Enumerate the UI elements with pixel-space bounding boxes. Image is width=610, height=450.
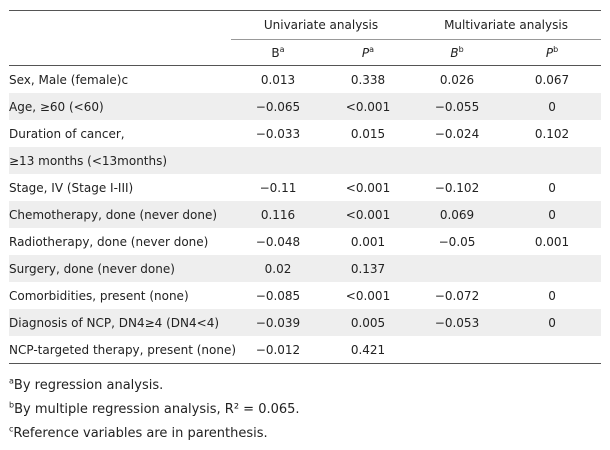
uni-p-cell: <0.001 [325, 93, 412, 120]
table-row: Duration of cancer, −0.033 0.015 −0.024 0.10… [9, 120, 601, 147]
univariate-header: Univariate analysis [231, 10, 412, 40]
table-row: Surgery, done (never done) 0.02 0.137 [9, 255, 602, 282]
uni-b-cell: −0.033 [255, 126, 301, 141]
table-row: Sex, Male (female)c 0.013 0.338 0.026 0.067 [9, 66, 601, 94]
multi-b-cell: −0.053 [411, 309, 504, 336]
uni-b-cell: −0.048 [255, 234, 301, 249]
header-corner [9, 10, 231, 40]
uni-p-cell: 0.001 [350, 234, 386, 249]
footnote-text: Reference variables are in parenthesis. [13, 426, 268, 441]
row-label: Comorbidities, present (none) [9, 288, 189, 303]
footnote-text: By multiple regression analysis, R² = 0.… [14, 402, 300, 417]
footnotes: aBy regression analysis. bBy multiple reg… [9, 374, 300, 446]
table-row: Comorbidities, present (none) −0.085 <0.00… [9, 282, 601, 309]
uni-b-cell: 0.013 [260, 72, 296, 87]
regression-table: Univariate analysis Multivariate analysi… [9, 10, 602, 364]
uni-b-header: Ba [231, 39, 325, 66]
row-label: Diagnosis of NCP, DN4≥4 (DN4<4) [9, 309, 231, 336]
row-label: NCP-targeted therapy, present (none) [9, 336, 236, 364]
multi-p-header: Pb [503, 39, 602, 66]
multi-b-cell: 0.069 [411, 201, 504, 228]
multi-p-cell: 0.001 [534, 234, 570, 249]
multi-p-cell: 0.067 [534, 72, 570, 87]
multi-b-cell: −0.024 [434, 126, 480, 141]
table-row: NCP-targeted therapy, present (none) −0.0… [9, 336, 602, 364]
multi-p-cell: 0.102 [534, 126, 570, 141]
uni-p-cell: <0.001 [325, 201, 412, 228]
row-label: Sex, Male (female)c [9, 72, 129, 87]
multi-b-header: Bb [411, 39, 504, 66]
row-label: Radiotherapy, done (never done) [9, 234, 209, 249]
table-row: Age, ≥60 (<60) −0.065 <0.001 −0.055 0 [9, 93, 602, 120]
multi-p-cell: 0 [503, 201, 602, 228]
uni-b-cell: 0.02 [231, 255, 325, 282]
table-row: Chemotherapy, done (never done) 0.116 <0.0… [9, 201, 602, 228]
table-row: Diagnosis of NCP, DN4≥4 (DN4<4) −0.039 0.0… [9, 309, 602, 336]
uni-p-cell: 0.015 [350, 126, 386, 141]
uni-p-cell: 0.137 [325, 255, 412, 282]
uni-p-cell: 0.338 [350, 72, 386, 87]
uni-p-cell: <0.001 [345, 180, 391, 195]
row-label: Age, ≥60 (<60) [9, 93, 231, 120]
multi-p-cell: 0 [503, 309, 602, 336]
multi-p-cell [503, 336, 602, 364]
table-row: Stage, IV (Stage I-III) −0.11 <0.001 −0.102… [9, 174, 601, 201]
multi-b-cell [411, 147, 504, 174]
uni-b-cell: −0.065 [231, 93, 325, 120]
multi-p-cell: 0 [548, 288, 556, 303]
row-label: ≥13 months (<13months) [9, 147, 231, 174]
uni-p-cell [325, 147, 412, 174]
multi-p-cell: 0 [503, 93, 602, 120]
uni-p-header: Pa [325, 39, 412, 66]
uni-p-cell: <0.001 [345, 288, 391, 303]
footnote-mark: c [9, 424, 14, 434]
multi-b-cell: −0.072 [434, 288, 480, 303]
uni-b-cell: −0.039 [231, 309, 325, 336]
header-corner-sub [9, 39, 231, 66]
multivariate-header: Multivariate analysis [411, 10, 602, 40]
footnote-mark: a [9, 376, 14, 386]
table-row: ≥13 months (<13months) [9, 147, 602, 174]
row-label: Chemotherapy, done (never done) [9, 201, 231, 228]
uni-b-cell: −0.085 [255, 288, 301, 303]
uni-b-cell: −0.11 [259, 180, 297, 195]
row-label: Surgery, done (never done) [9, 255, 231, 282]
uni-b-cell: −0.012 [231, 336, 325, 364]
multi-p-cell: 0 [548, 180, 556, 195]
uni-p-cell: 0.005 [325, 309, 412, 336]
uni-p-cell: 0.421 [325, 336, 412, 364]
uni-b-cell: 0.116 [231, 201, 325, 228]
footnote-mark: b [9, 400, 15, 410]
footnote: aBy regression analysis. [9, 374, 300, 398]
table-row: Radiotherapy, done (never done) −0.048 0.0… [9, 228, 601, 255]
row-label: Stage, IV (Stage I-III) [9, 180, 134, 195]
footnote: bBy multiple regression analysis, R² = 0… [9, 398, 300, 422]
uni-b-cell [231, 147, 325, 174]
multi-b-cell [411, 255, 504, 282]
multi-b-cell: −0.055 [411, 93, 504, 120]
multi-p-cell [503, 147, 602, 174]
multi-b-cell: −0.102 [434, 180, 480, 195]
footnote-text: By regression analysis. [13, 378, 164, 393]
table-body: Sex, Male (female)c 0.013 0.338 0.026 0.067 A… [9, 66, 602, 364]
multi-b-cell [411, 336, 504, 364]
multi-b-cell: 0.026 [439, 72, 475, 87]
footnote: cReference variables are in parenthesis. [9, 422, 300, 446]
multi-b-cell: −0.05 [438, 234, 476, 249]
multi-p-cell [503, 255, 602, 282]
row-label: Duration of cancer, [9, 126, 125, 141]
